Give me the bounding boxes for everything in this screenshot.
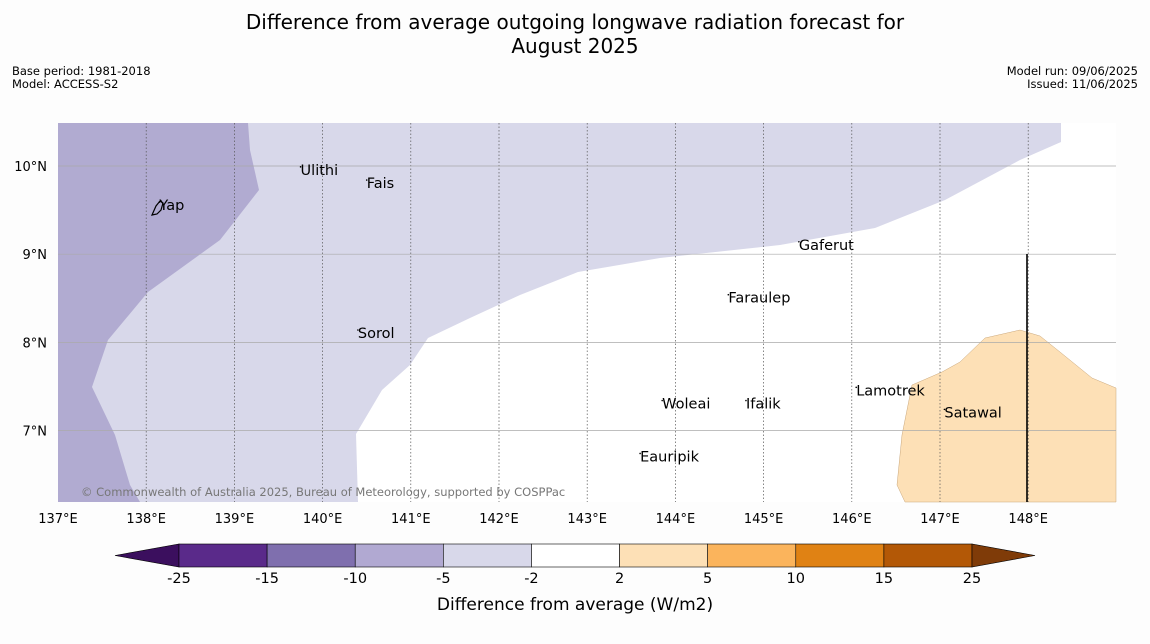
place-label: Yap [158, 198, 184, 214]
base-period-text: Base period: 1981-2018 [12, 64, 151, 78]
region-light-purple [58, 123, 1061, 502]
region-light-orange [896, 329, 1117, 503]
lon-tick-label: 138°E [126, 512, 166, 527]
place-labels: Ulithi Fais Yap Gaferut Faraulep Sorol Lamotre… [158, 163, 1001, 466]
yap-island-shape [150, 200, 164, 216]
lon-tick-label: 143°E [567, 512, 607, 527]
colorbar-segment [178, 543, 268, 568]
colorbar-label: Difference from average (W/m2) [437, 595, 713, 615]
colorbar-tick-label: -10 [343, 571, 367, 587]
lon-tick-label: 145°E [744, 512, 784, 527]
colorbar-max-arrow [971, 543, 1036, 568]
colorbar-segment [443, 543, 532, 568]
place-marker [365, 179, 368, 181]
place-label: Ulithi [301, 163, 339, 179]
place-label: Eauripik [640, 449, 699, 465]
colorbar-tick-label: 10 [787, 571, 805, 587]
place-marker [745, 399, 747, 402]
place-marker [855, 386, 858, 389]
place-label: Fais [367, 176, 394, 192]
lon-tick-label: 139°E [215, 512, 255, 527]
colorbar-segment [883, 543, 973, 568]
credit-text: © Commonwealth of Australia 2025, Bureau… [81, 485, 565, 499]
colorbar-tick-label: -15 [255, 571, 279, 587]
title-line-2: August 2025 [511, 34, 639, 58]
place-marker [158, 201, 161, 203]
place-marker [357, 329, 359, 331]
region-medium-purple [58, 123, 259, 502]
model-run-text: Model run: 09/06/2025 [1006, 64, 1138, 78]
gridlines [58, 123, 1116, 502]
place-marker [661, 399, 663, 402]
place-label: Woleai [662, 397, 710, 413]
colorbar-tick-label: -25 [167, 571, 191, 587]
colorbar-tick-label: 2 [615, 571, 624, 587]
place-label: Ifalik [746, 397, 781, 413]
colorbar-tick-label: 5 [703, 571, 712, 587]
colorbar-tick-label: -2 [524, 571, 538, 587]
colorbar: -25 -15 -10 -5 -2 2 5 10 15 25 [114, 543, 1036, 587]
colorbar-tick-label: 15 [875, 571, 893, 587]
colorbar-min-arrow [114, 543, 180, 568]
lat-tick-label: 9°N [23, 248, 48, 263]
lon-tick-label: 146°E [832, 512, 872, 527]
run-info: Model run: 09/06/2025 Issued: 11/06/2025 [1007, 65, 1138, 91]
lon-tick-label: 137°E [38, 512, 78, 527]
lon-tick-label: 144°E [656, 512, 696, 527]
base-info: Base period: 1981-2018 Model: ACCESS-S2 [12, 65, 151, 91]
colorbar-tick-label: 25 [963, 571, 981, 587]
lat-tick-label: 8°N [23, 336, 48, 351]
lon-tick-label: 141°E [391, 512, 431, 527]
colorbar-segment [795, 543, 885, 568]
lon-tick-label: 140°E [303, 512, 343, 527]
title-line-1: Difference from average outgoing longwav… [245, 10, 905, 34]
place-marker [798, 240, 800, 243]
colorbar-segment [619, 543, 708, 568]
lon-tick-label: 147°E [920, 512, 960, 527]
coastline-yap [150, 200, 164, 216]
lon-tick-label: 142°E [479, 512, 519, 527]
issued-text: Issued: 11/06/2025 [1027, 77, 1138, 91]
place-label: Sorol [358, 326, 395, 342]
place-marker [727, 293, 730, 296]
place-marker [639, 452, 641, 455]
colorbar-segment [707, 543, 797, 568]
lat-tick-label: 10°N [14, 160, 47, 175]
place-label: Gaferut [799, 238, 854, 254]
colorbar-segment [266, 543, 356, 568]
chart-title: Difference from average outgoing longwav… [0, 10, 1150, 58]
colorbar-segment [531, 543, 620, 568]
colorbar-segment [354, 543, 444, 568]
axis-tick-labels: 137°E 138°E 139°E 140°E 141°E 142°E 143°E 144°E… [14, 160, 1048, 527]
lon-tick-label: 148°E [1008, 512, 1048, 527]
place-marker [943, 408, 946, 411]
model-text: Model: ACCESS-S2 [12, 77, 119, 91]
lat-tick-label: 7°N [23, 425, 48, 440]
place-marker [299, 166, 302, 168]
place-label: Faraulep [728, 291, 790, 307]
place-label: Lamotrek [856, 383, 925, 399]
place-label: Satawal [944, 405, 1001, 421]
colorbar-tick-label: -5 [436, 571, 450, 587]
